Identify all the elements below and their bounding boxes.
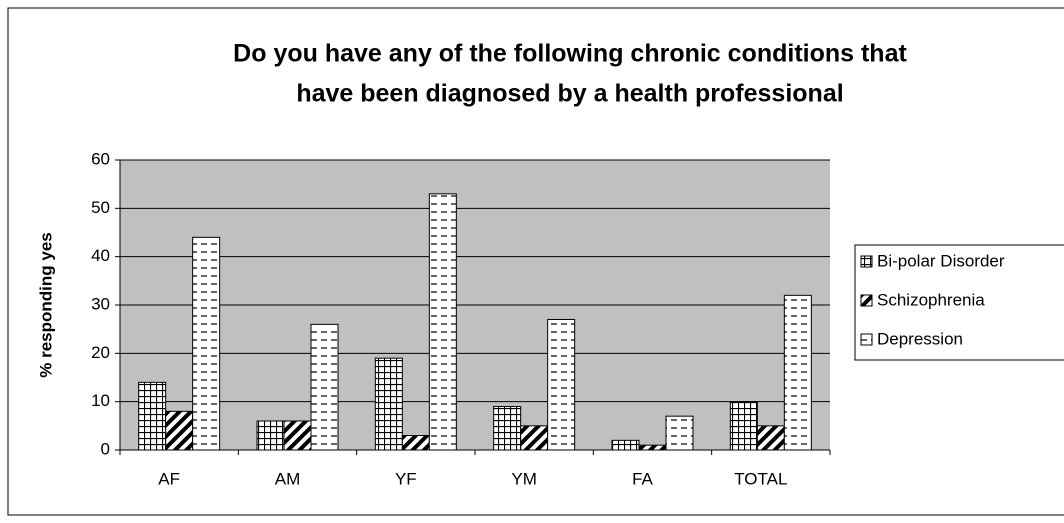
bar [256,420,285,451]
legend-label: Schizophrenia [877,290,985,309]
x-tick-label: AM [275,469,301,488]
y-tick-label: 0 [101,439,110,458]
bar [283,420,312,451]
bar [374,357,403,451]
bar [520,425,549,451]
bar [665,415,694,451]
legend-label: Depression [877,329,963,348]
x-tick-label: FA [632,469,653,488]
bar [138,381,167,451]
legend-box [854,244,1064,361]
y-tick-label: 20 [91,343,110,362]
y-tick-label: 50 [91,198,110,217]
legend-swatch [860,294,873,307]
bar [310,323,339,451]
x-tick-label: YF [395,469,417,488]
chart-title: have been diagnosed by a health professi… [296,80,843,108]
y-tick-label: 10 [91,391,110,410]
x-tick-label: TOTAL [734,469,787,488]
y-tick-label: 60 [91,149,110,168]
bar [192,236,221,451]
legend-label: Bi-polar Disorder [877,251,1005,270]
legend-swatch [860,333,873,346]
x-tick-label: AF [158,469,180,488]
legend-swatch [860,255,873,268]
bar [756,425,785,451]
bar [547,319,576,451]
chart-title: Do you have any of the following chronic… [233,40,907,68]
legend [854,244,1064,361]
x-tick-label: YM [511,469,537,488]
bar [783,294,812,451]
bar [638,444,667,451]
y-axis-title: % responding yes [36,232,55,377]
bar [611,439,640,451]
bar [428,193,457,451]
bar [165,410,194,451]
bar [493,406,522,451]
bar [729,401,758,451]
y-tick-label: 40 [91,246,110,265]
bar [401,435,430,451]
y-tick-label: 30 [91,294,110,313]
